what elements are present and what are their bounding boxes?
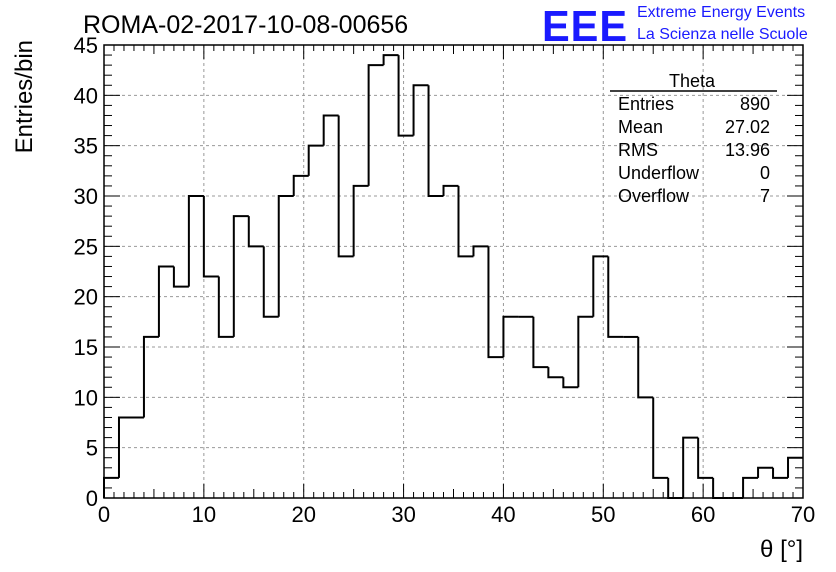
histogram-bin xyxy=(307,144,324,176)
histogram-bin xyxy=(117,416,144,478)
eee-logo: EEE xyxy=(542,2,628,51)
y-tick-label: 15 xyxy=(74,335,98,360)
y-tick-label: 25 xyxy=(74,234,98,259)
stats-value: 7 xyxy=(760,186,770,206)
stats-label: Entries xyxy=(618,94,674,114)
histogram-bin xyxy=(142,335,159,418)
stats-value: 27.02 xyxy=(725,117,770,137)
histogram-bin xyxy=(547,367,564,379)
histogram-bin xyxy=(607,256,624,338)
histogram-bin xyxy=(442,184,459,196)
histogram-bin xyxy=(577,315,594,388)
histogram-bin xyxy=(367,64,384,186)
stats-value: 13.96 xyxy=(725,140,770,160)
y-tick-label: 45 xyxy=(74,33,98,58)
histogram-bin xyxy=(217,276,234,338)
logo-line2: La Scienza nelle Scuole xyxy=(637,26,808,43)
y-tick-label: 30 xyxy=(74,184,98,209)
histogram-bin xyxy=(652,397,669,479)
histogram-bin xyxy=(337,115,354,258)
stats-label: RMS xyxy=(618,140,658,160)
stats-value: 0 xyxy=(760,163,770,183)
x-tick-label: 30 xyxy=(391,502,415,527)
histogram-bin xyxy=(532,316,549,369)
histogram-bin xyxy=(232,215,249,337)
histogram-bin xyxy=(502,315,519,358)
stats-value: 890 xyxy=(740,94,770,114)
histogram-bin xyxy=(697,437,714,479)
x-tick-label: 0 xyxy=(98,502,110,527)
y-tick-label: 5 xyxy=(86,436,98,461)
histogram-bin xyxy=(397,55,414,137)
histogram-bin xyxy=(352,184,369,257)
stats-label: Mean xyxy=(618,117,663,137)
axis-ticks xyxy=(103,44,804,499)
y-tick-labels: 0 5 10 15 20 25 30 35 40 45 xyxy=(74,33,98,511)
x-tick-label: 20 xyxy=(291,502,315,527)
y-axis-label: Entries/bin xyxy=(11,40,38,153)
x-tick-label: 40 xyxy=(491,502,515,527)
y-tick-label: 40 xyxy=(74,83,98,108)
y-tick-label: 20 xyxy=(74,285,98,310)
x-tick-label: 60 xyxy=(691,502,715,527)
x-tick-label: 50 xyxy=(591,502,615,527)
stats-label: Overflow xyxy=(618,186,690,206)
histogram-bin xyxy=(157,265,174,337)
stats-rows: Entries 890 Mean 27.02 RMS 13.96 Underflow 0 Ove… xyxy=(618,94,770,206)
histogram-bin xyxy=(487,246,504,359)
histogram-bin xyxy=(187,195,204,287)
histogram-bin xyxy=(637,336,654,399)
histogram-bin xyxy=(772,467,789,479)
histogram-bin xyxy=(202,196,219,278)
histogram-bin xyxy=(262,246,279,318)
histogram-bin xyxy=(757,466,774,478)
histogram-bin xyxy=(292,174,309,196)
stats-box: Theta Entries 890 Mean 27.02 RMS 13.96 Underfl… xyxy=(610,71,777,206)
stats-title: Theta xyxy=(669,71,716,91)
y-tick-label: 0 xyxy=(86,486,98,511)
x-tick-label: 70 xyxy=(791,502,815,527)
y-tick-label: 10 xyxy=(74,385,98,410)
histogram-bin xyxy=(382,54,399,66)
histogram-bin xyxy=(427,85,444,197)
histogram-bin xyxy=(742,476,759,498)
stats-label: Underflow xyxy=(618,163,700,183)
histogram-bin xyxy=(277,195,294,317)
logo-line1: Extreme Energy Events xyxy=(637,4,805,21)
y-tick-label: 35 xyxy=(74,134,98,159)
histogram-bin xyxy=(172,266,189,288)
histogram-bin xyxy=(247,216,264,248)
histogram-bin xyxy=(592,255,609,317)
histogram-bin xyxy=(472,245,489,257)
histogram-bin xyxy=(457,185,474,258)
chart-title: ROMA-02-2017-10-08-00656 xyxy=(83,11,408,39)
x-axis-label: θ [°] xyxy=(760,536,803,563)
x-tick-label: 10 xyxy=(192,502,216,527)
histogram-bin xyxy=(322,114,339,146)
histogram-bin xyxy=(682,436,699,498)
histogram-bin xyxy=(562,377,579,389)
histogram-bin xyxy=(412,84,429,136)
x-tick-labels: 0 10 20 30 40 50 60 70 xyxy=(98,502,815,527)
